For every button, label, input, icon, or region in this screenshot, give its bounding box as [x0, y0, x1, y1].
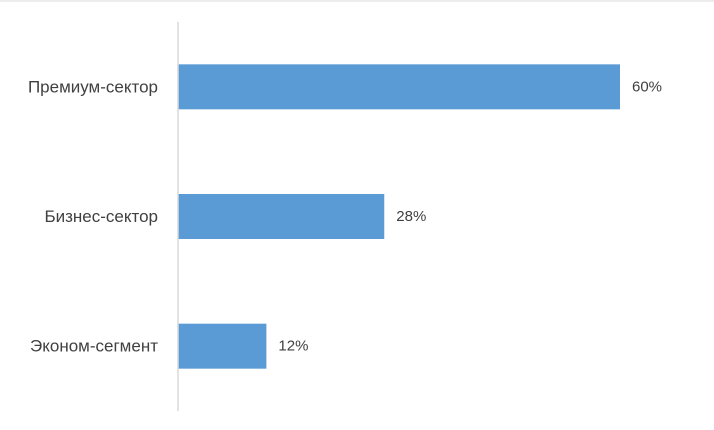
- category-label-1: Премиум-сектор: [28, 77, 158, 96]
- bars-layer: [178, 64, 620, 369]
- category-label-3: Эконом-сегмент: [30, 337, 158, 356]
- bar-3: [178, 323, 267, 369]
- data-label-2: 28%: [396, 208, 426, 225]
- labels-layer: Премиум-сектор 60% Бизнес-сектор 28% Эконом-…: [28, 77, 662, 355]
- category-label-2: Бизнес-сектор: [44, 207, 158, 226]
- bar-1: [178, 64, 620, 110]
- bar-2: [178, 194, 385, 239]
- data-label-3: 12%: [278, 338, 308, 355]
- data-label-1: 60%: [632, 78, 662, 95]
